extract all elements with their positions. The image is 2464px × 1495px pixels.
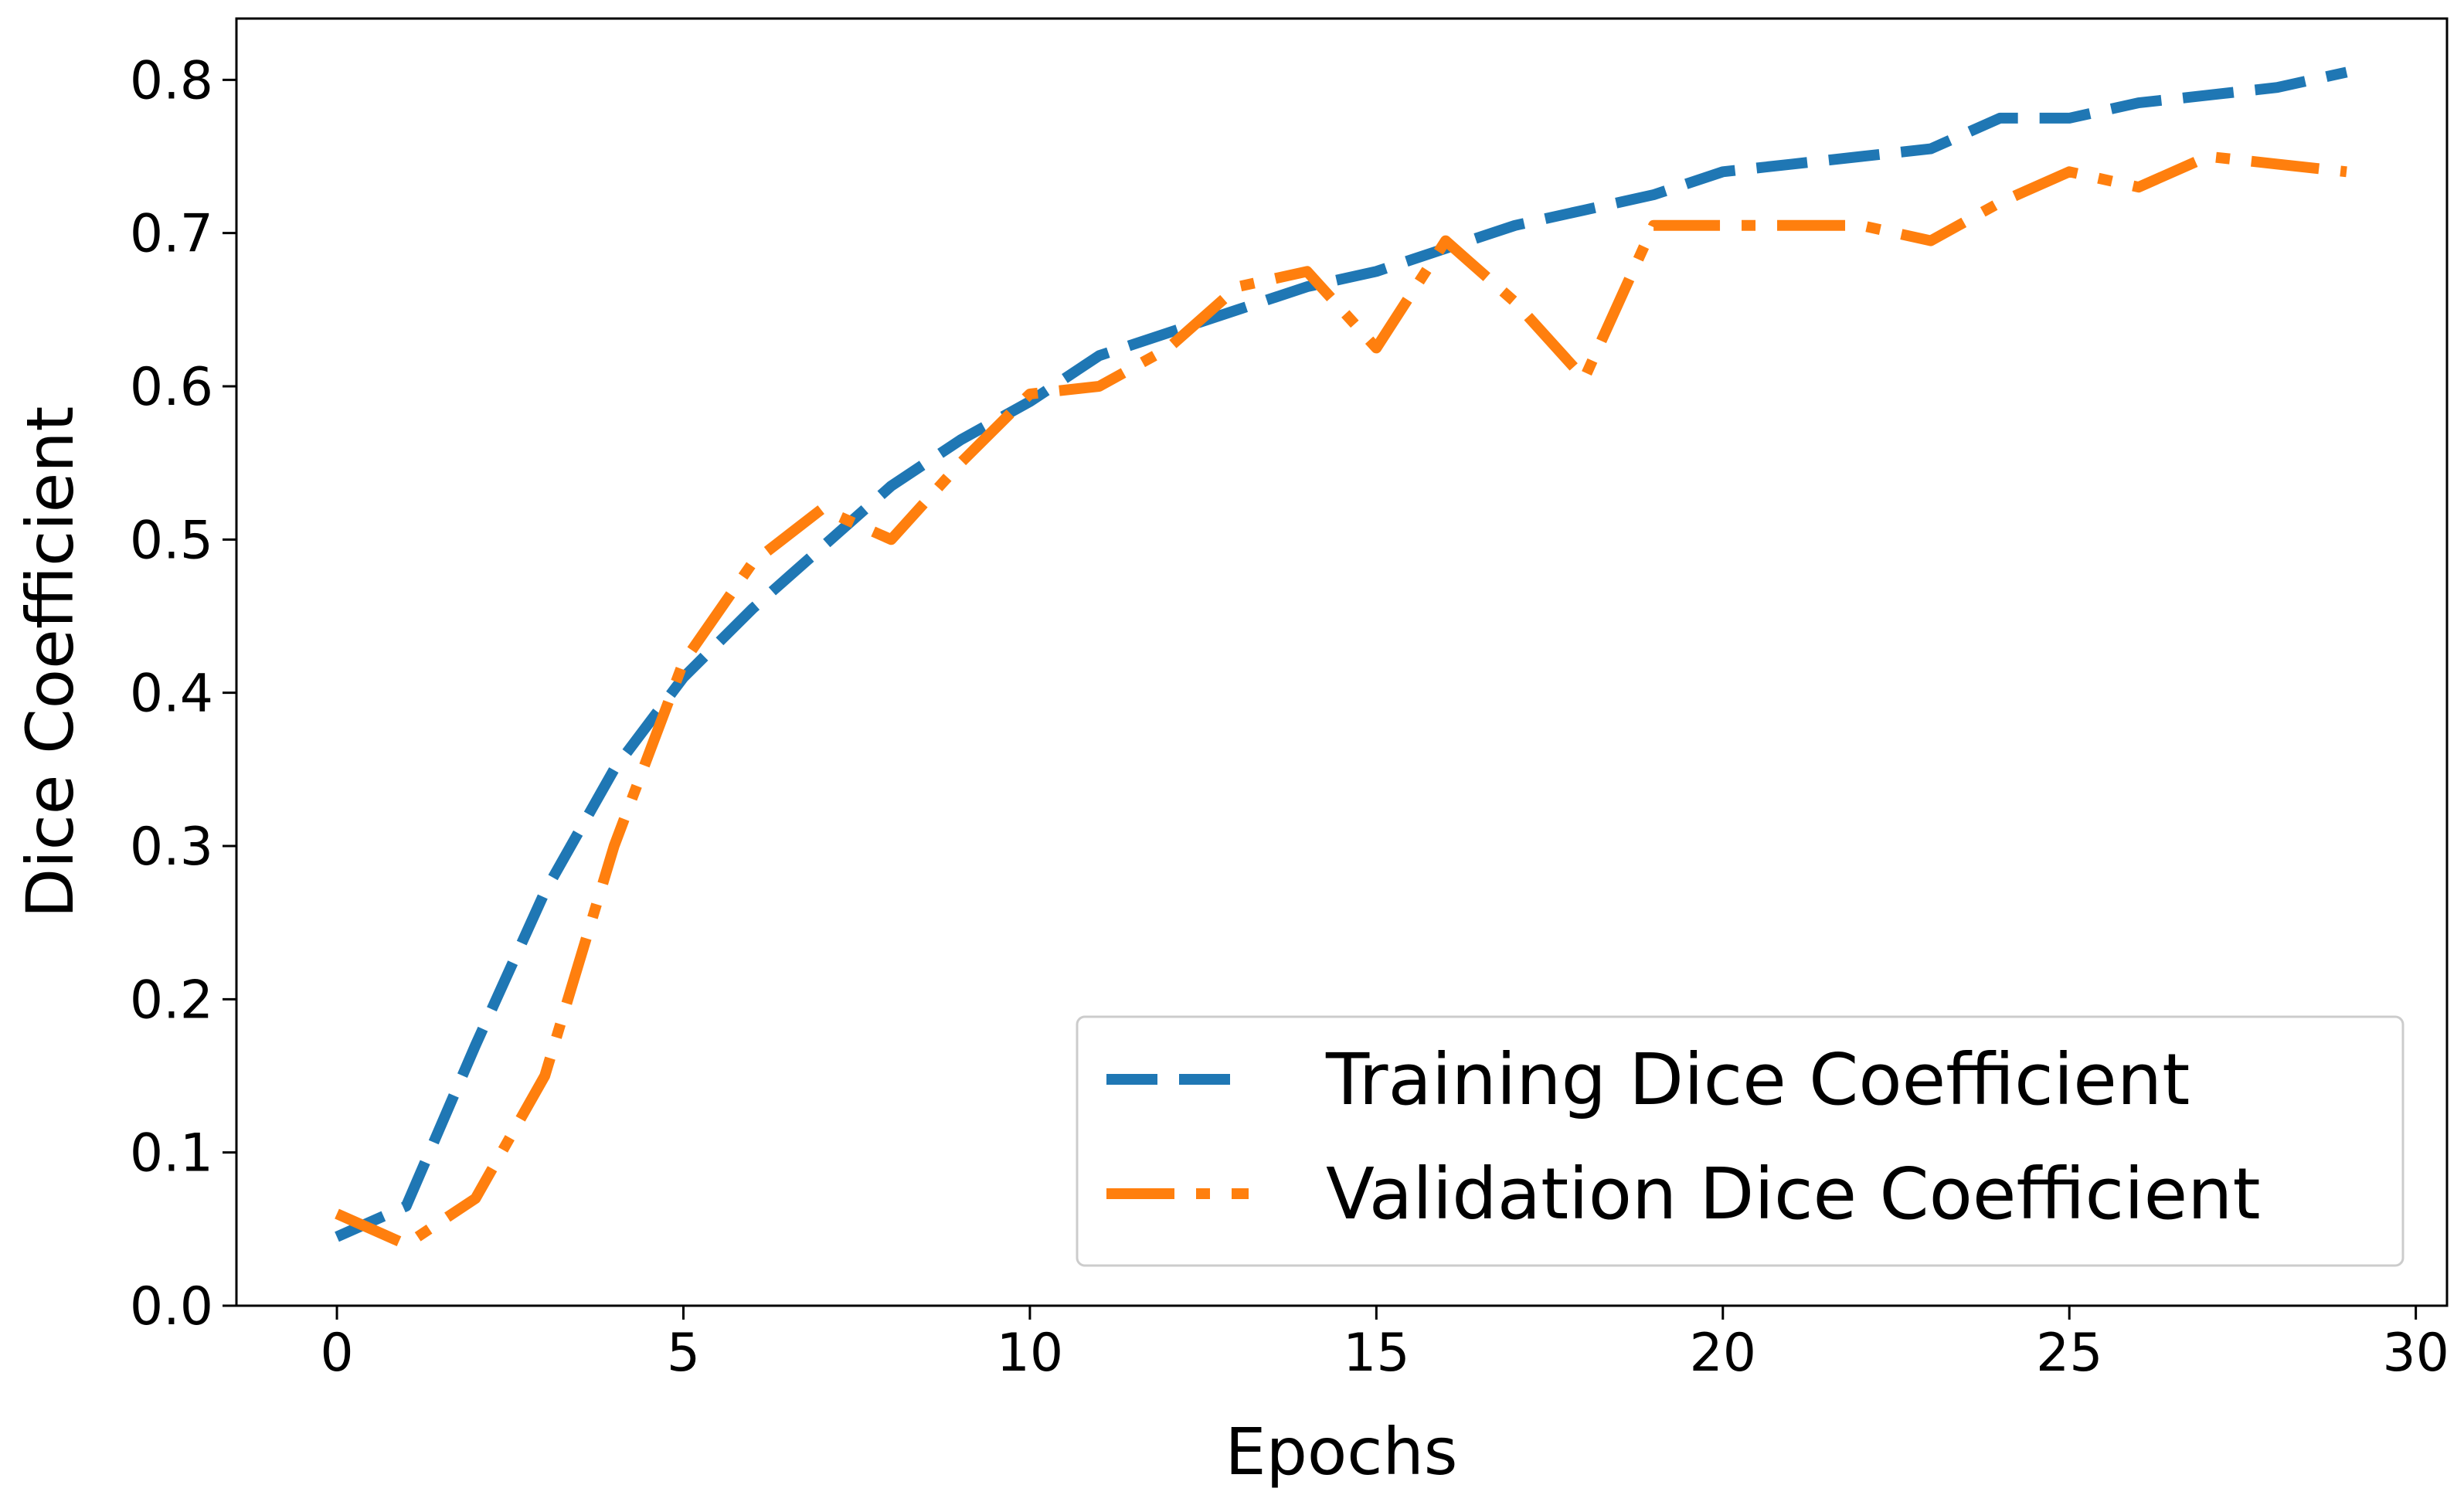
x-tick-label: 10 [997, 1323, 1064, 1384]
y-axis-label: Dice Coefficient [12, 406, 88, 919]
legend-box [1076, 1015, 2405, 1267]
x-tick-label: 15 [1343, 1323, 1410, 1384]
series-layer [335, 66, 2348, 1250]
x-tick-label: 20 [1690, 1323, 1757, 1384]
legend-label-validation-dice-coefficient: Validation Dice Coefficient [1326, 1153, 2261, 1235]
y-axis: 0.0 0.1 0.2 0.3 0.4 0.5 0.6 0.7 0.8 [130, 50, 236, 1337]
y-tick-label: 0.0 [130, 1276, 213, 1337]
x-tick-label: 0 [320, 1323, 353, 1384]
x-axis: 0 5 10 15 20 25 30 [320, 1306, 2449, 1384]
plot-frame [235, 17, 2449, 1307]
x-tick-label: 30 [2382, 1323, 2449, 1384]
y-tick-label: 0.6 [130, 357, 213, 418]
y-tick-label: 0.8 [130, 50, 213, 111]
x-axis-label: Epochs [1225, 1414, 1458, 1490]
y-tick-label: 0.2 [130, 970, 213, 1031]
y-tick-label: 0.5 [130, 510, 213, 571]
y-tick-label: 0.7 [130, 204, 213, 265]
y-tick-label: 0.3 [130, 817, 213, 878]
y-tick-label: 0.4 [130, 664, 213, 725]
series-line-training-dice-coefficient [335, 66, 2348, 1242]
legend: Training Dice Coefficient Validation Dice… [1076, 1015, 2405, 1267]
y-tick-label: 0.1 [130, 1123, 213, 1184]
legend-label-training-dice-coefficient: Training Dice Coefficient [1325, 1038, 2190, 1121]
x-tick-label: 25 [2036, 1323, 2103, 1384]
x-tick-label: 5 [667, 1323, 700, 1384]
